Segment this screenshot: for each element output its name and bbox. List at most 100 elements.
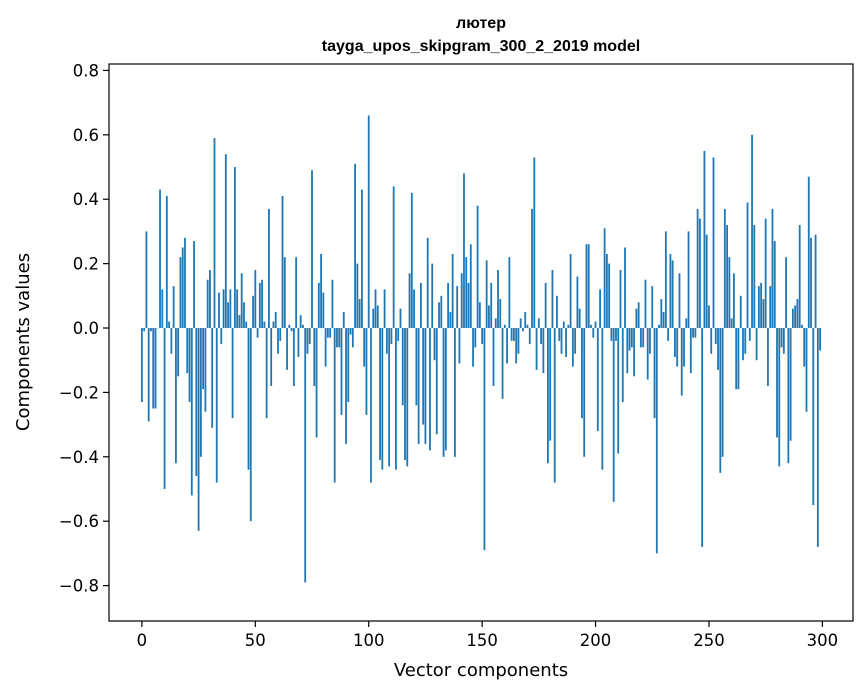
bar — [224, 154, 227, 329]
bar — [306, 328, 309, 354]
bar — [574, 328, 577, 354]
bar — [279, 328, 282, 341]
bar — [204, 328, 207, 412]
bar — [170, 328, 173, 354]
chart-title: лютер — [456, 15, 506, 32]
bar — [438, 302, 440, 329]
bar — [222, 289, 225, 329]
bar — [615, 328, 617, 341]
bar — [635, 308, 638, 329]
bar — [640, 328, 642, 348]
bar — [721, 328, 724, 457]
bar — [553, 328, 556, 483]
bar — [150, 328, 152, 332]
bar — [637, 302, 640, 329]
bar — [454, 328, 456, 457]
bar — [426, 237, 429, 329]
bar — [742, 328, 744, 361]
bar — [302, 324, 304, 329]
bar — [773, 241, 776, 329]
bar — [603, 228, 606, 329]
bar — [172, 286, 175, 329]
bar — [776, 328, 778, 438]
bar — [819, 328, 822, 351]
bar — [215, 328, 218, 483]
bar — [733, 273, 735, 329]
bar — [698, 218, 701, 329]
bar — [444, 328, 447, 451]
bar — [515, 328, 518, 364]
x-axis-label: Vector components — [394, 660, 568, 681]
bar — [503, 324, 506, 329]
bar — [367, 115, 370, 329]
bar — [370, 328, 372, 483]
bar — [456, 286, 459, 329]
bar — [404, 328, 406, 461]
bar — [236, 289, 239, 329]
bar — [542, 328, 545, 374]
bar — [801, 324, 803, 329]
bar — [429, 328, 431, 451]
bar — [143, 328, 146, 332]
bar — [320, 253, 322, 329]
bar — [240, 273, 243, 329]
bar — [791, 308, 794, 329]
bar — [730, 318, 733, 329]
y-axis-label: Components values — [13, 253, 34, 431]
bar — [710, 328, 713, 354]
bar — [576, 276, 579, 329]
bar — [490, 282, 493, 329]
x-tick-label: 200 — [580, 631, 612, 650]
chart-subtitle: tayga_upos_skipgram_300_2_2019 model — [322, 38, 640, 55]
bar — [140, 328, 143, 403]
bar — [395, 328, 397, 470]
bar — [739, 295, 742, 329]
bar — [594, 321, 597, 329]
bar — [535, 328, 538, 370]
bar — [186, 328, 189, 374]
bar — [145, 231, 148, 329]
bar — [247, 328, 250, 470]
bar — [522, 328, 524, 332]
bar — [492, 328, 495, 386]
bar — [751, 134, 753, 329]
bar — [299, 315, 302, 329]
bar — [220, 328, 223, 345]
bar — [265, 328, 268, 419]
bar — [422, 328, 425, 425]
bar — [447, 282, 450, 329]
y-axis-ticks: −0.8 −0.6 −0.4 −0.2 0.0 0.2 0.4 0.6 0.8 — [59, 61, 109, 596]
bar — [646, 328, 649, 380]
bar — [408, 273, 411, 329]
bar — [227, 302, 229, 329]
bar — [463, 173, 465, 329]
bar — [608, 263, 611, 329]
bar — [465, 257, 468, 329]
bar — [757, 286, 760, 329]
bar — [413, 289, 415, 329]
bar — [671, 260, 674, 329]
bar — [703, 150, 706, 329]
bar — [694, 328, 697, 338]
bar — [256, 328, 259, 338]
bar — [342, 311, 345, 329]
bar — [333, 328, 336, 483]
bar — [748, 328, 751, 341]
bar — [798, 224, 801, 329]
bar — [340, 328, 343, 415]
bar — [653, 328, 656, 419]
bar — [243, 302, 245, 329]
bar — [581, 328, 583, 419]
bar — [680, 328, 683, 396]
bar — [610, 328, 613, 341]
bar — [551, 270, 554, 329]
bar — [197, 328, 200, 531]
bar — [460, 273, 463, 329]
bar — [326, 328, 329, 338]
bar — [655, 328, 658, 554]
bar — [199, 328, 202, 457]
bar — [667, 328, 670, 341]
bar — [526, 324, 529, 329]
bar — [664, 231, 667, 329]
bar — [596, 328, 599, 432]
